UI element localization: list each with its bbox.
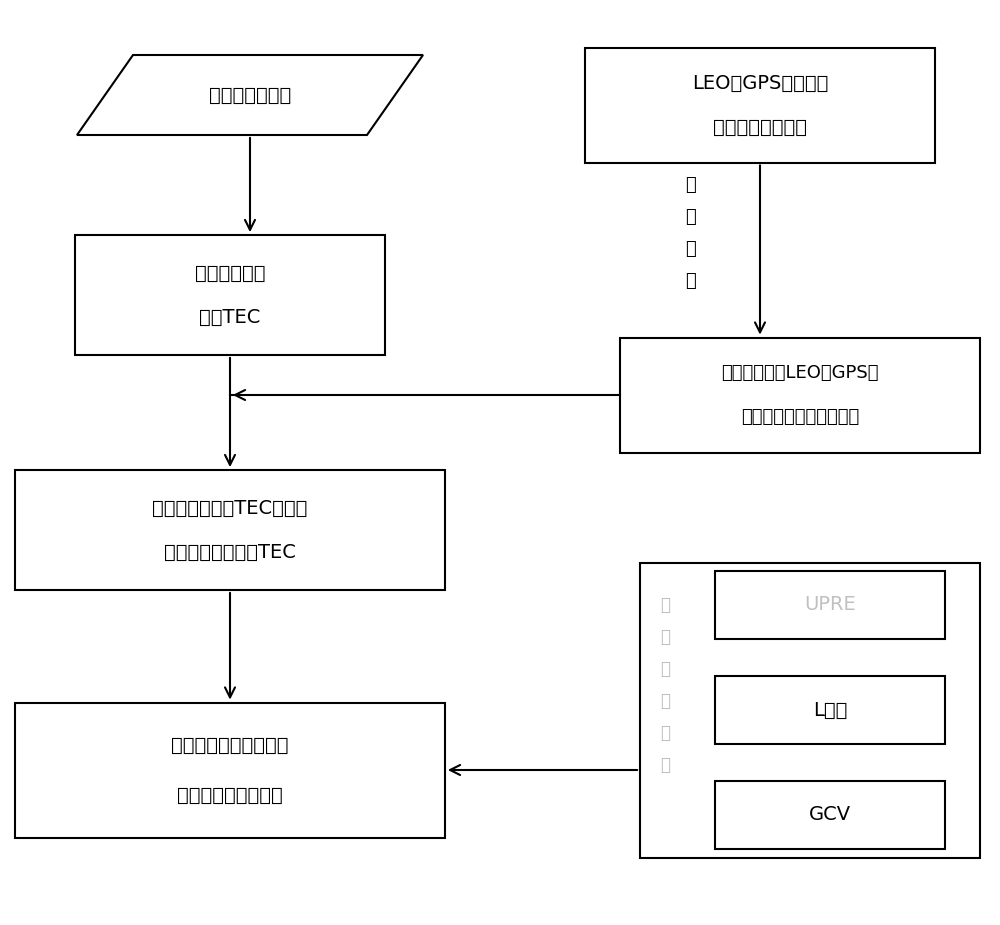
- Text: 地固坐标系下LEO和GPS卫: 地固坐标系下LEO和GPS卫: [721, 364, 879, 382]
- Bar: [585, 47, 935, 163]
- Text: 坐: 坐: [685, 176, 695, 194]
- Text: 标: 标: [685, 208, 695, 226]
- Text: 信息以及碰撞参数: 信息以及碰撞参数: [713, 117, 807, 137]
- Text: 参: 参: [660, 724, 670, 742]
- Bar: [640, 562, 980, 857]
- Text: L曲线: L曲线: [813, 700, 847, 720]
- Bar: [715, 781, 945, 849]
- Text: 电离层电子密度廓线: 电离层电子密度廓线: [177, 785, 283, 805]
- Bar: [15, 470, 445, 590]
- Text: 计算随时间变: 计算随时间变: [195, 264, 265, 282]
- Bar: [75, 235, 385, 355]
- Text: 优: 优: [660, 660, 670, 678]
- Text: GCV: GCV: [809, 806, 851, 824]
- Text: 将随时间变化的TEC转换为: 将随时间变化的TEC转换为: [152, 499, 308, 517]
- Text: LEO和GPS卫星轨道: LEO和GPS卫星轨道: [692, 73, 828, 92]
- Bar: [620, 338, 980, 452]
- Text: 合: 合: [660, 628, 670, 646]
- Text: 星轨道信息以及碰撞参数: 星轨道信息以及碰撞参数: [741, 408, 859, 426]
- Text: 变: 变: [685, 240, 695, 258]
- Bar: [715, 571, 945, 639]
- Text: UPRE: UPRE: [804, 596, 856, 614]
- Text: 组: 组: [660, 596, 670, 614]
- Text: 双参数混合正则化反演: 双参数混合正则化反演: [171, 735, 289, 755]
- Bar: [15, 702, 445, 837]
- Text: 观测数据预处理: 观测数据预处理: [209, 85, 291, 105]
- Polygon shape: [77, 55, 423, 135]
- Text: 换: 换: [685, 272, 695, 290]
- Bar: [715, 676, 945, 744]
- Text: 化: 化: [660, 692, 670, 710]
- Text: 数: 数: [660, 756, 670, 774]
- Text: 随碰撞参数变化的TEC: 随碰撞参数变化的TEC: [164, 542, 296, 561]
- Text: 化的TEC: 化的TEC: [199, 307, 261, 327]
